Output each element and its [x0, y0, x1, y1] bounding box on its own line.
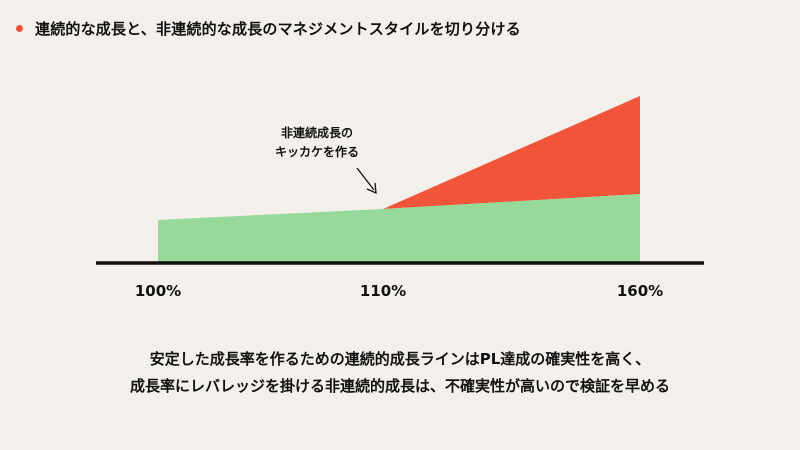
- breakthrough-annotation: 非連続成長の キッカケを作る: [262, 124, 372, 162]
- slide-title: 連続的な成長と、非連続的な成長のマネジメントスタイルを切り分ける: [35, 20, 521, 38]
- annotation-arrow: [356, 167, 375, 191]
- caption-line-2: 成長率にレバレッジを掛ける非連続的成長は、不確実性が高いので検証を早める: [129, 377, 670, 395]
- annotation-line-1: 非連続成長の: [280, 126, 353, 140]
- discontinuous-growth-area: [383, 96, 640, 209]
- slide-header: 連続的な成長と、非連続的な成長のマネジメントスタイルを切り分ける: [16, 18, 521, 39]
- tick-label-110: 110%: [359, 282, 407, 300]
- bullet-dot-icon: [16, 25, 23, 32]
- annotation-line-2: キッカケを作る: [274, 145, 359, 159]
- continuous-growth-area: [158, 194, 640, 263]
- caption-line-1: 安定した成長率を作るための連続的成長ラインはPL達成の確実性を高く、: [149, 350, 651, 368]
- tick-label-100: 100%: [134, 282, 182, 300]
- tick-label-160: 160%: [616, 282, 664, 300]
- slide-caption: 安定した成長率を作るための連続的成長ラインはPL達成の確実性を高く、 成長率にレ…: [0, 346, 800, 400]
- arrow-head-icon: [366, 182, 377, 195]
